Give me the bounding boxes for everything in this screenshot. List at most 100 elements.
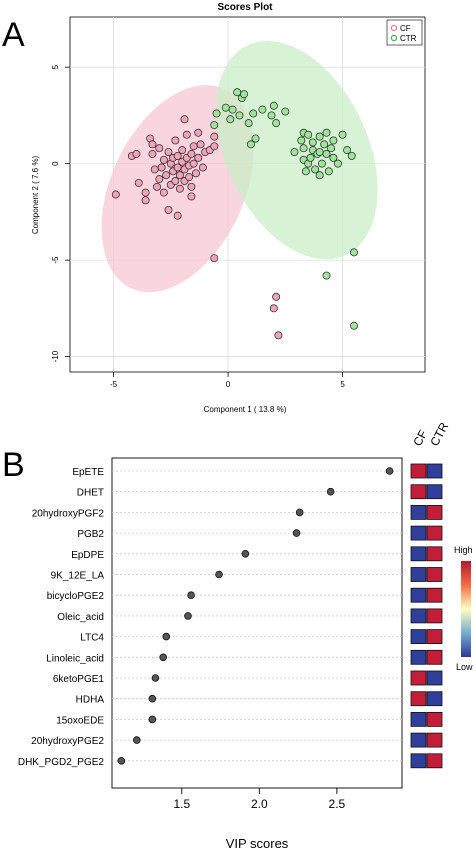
scores-points [111,88,358,340]
heatmap-cell-ctr [426,732,443,748]
legend-label-ctr: CTR [400,34,417,43]
heatmap-cell-ctr [426,504,443,520]
vip-feature-label: Linoleic_acid [46,653,104,664]
score-point-ctr [297,136,306,145]
vip-ticks: 1.5 2.0 2.5 [173,788,346,811]
scores-legend: CF CTR [386,19,423,46]
legend-marker-cf [390,24,398,32]
score-point-cf [153,182,161,191]
heatmap-cell-cf [410,546,427,562]
heatmap-cell-cf [410,463,427,479]
score-point-cf [148,150,157,158]
score-point-cf [196,140,205,149]
heatmap-cell-cf [410,525,427,541]
score-point-ctr [267,111,276,120]
vip-point [148,715,157,724]
score-point-ctr [350,321,358,330]
heatmap-cell-cf [410,587,427,603]
score-point-cf [187,150,196,158]
heatmap-cell-cf [410,484,427,500]
score-point-ctr [226,115,235,124]
heatmap-cell-cf [410,712,427,727]
score-point-cf [141,196,150,205]
score-point-ctr [338,130,347,139]
heatmap-cell-ctr [426,567,443,582]
score-point-cf [194,128,203,137]
vip-feature-label: LTC4 [80,633,104,644]
vip-point [326,487,335,496]
heatmap-cell-ctr [426,753,443,769]
score-point-ctr [221,103,230,112]
heatmap-cell-ctr [426,670,443,686]
panel-label-b: B [2,446,25,484]
vip-point [215,570,223,579]
vip-x-tick-label: 2.0 [251,797,268,811]
y-tick-label: -5 [51,256,60,264]
score-point-cf [173,151,182,160]
score-point-ctr [308,138,317,147]
score-point-ctr [322,271,331,280]
vip-point [162,632,171,641]
score-point-ctr [210,121,219,129]
heatmap-cell-ctr [426,484,443,500]
vip-feature-label: 15oxoEDE [56,715,104,726]
heatmap-cell-ctr [426,649,443,665]
vip-heatmap [410,463,443,769]
score-point-ctr [240,90,249,99]
vip-point [295,508,304,517]
score-point-cf [272,292,281,301]
vip-feature-label: EpDPE [71,550,104,561]
score-point-cf [111,190,120,199]
x-tick-label: -5 [110,380,118,389]
score-point-ctr [249,109,258,118]
score-point-ctr [329,153,338,162]
score-point-cf [162,171,171,180]
heatmap-cell-cf [410,753,427,769]
score-point-cf [210,142,219,151]
score-point-ctr [290,148,299,157]
heatmap-cell-ctr [426,712,443,727]
score-point-cf [194,153,203,162]
heatmap-cell-ctr [426,587,443,603]
score-point-cf [175,184,184,193]
score-point-cf [134,178,143,187]
score-point-ctr [306,153,315,162]
score-point-ctr [322,128,331,137]
score-point-ctr [350,248,358,257]
scores-y-axis-label: Component 2 ( 7.6 %) [31,156,40,235]
score-point-cf [159,188,168,197]
heatmap-cell-cf [410,670,427,686]
vip-point [159,653,167,662]
y-tick-label: -10 [51,350,60,362]
vip-feature-label: 9K_12E_LA [51,571,105,582]
score-point-ctr [322,150,331,158]
score-point-ctr [327,144,336,153]
score-point-ctr [212,109,221,118]
score-point-ctr [320,140,329,149]
vip-feature-label: PGB2 [77,529,104,540]
scores-x-axis-label: Component 1 ( 13.8 %) [204,405,287,414]
scores-plot-title: Scores Plot [217,2,273,13]
vip-feature-label: HDHA [76,695,105,706]
vip-feature-label: DHET [77,488,104,499]
colorbar-gradient [461,561,471,657]
vip-point [385,467,394,475]
score-point-cf [159,155,168,164]
score-point-cf [157,163,166,172]
x-tick-label: 0 [226,380,231,389]
vip-point [151,674,160,682]
vip-feature-label: 20hydroxyPGF2 [32,508,105,519]
score-point-ctr [317,159,326,168]
heatmap-cell-ctr [426,691,443,707]
heatmap-cell-cf [410,732,427,748]
score-point-ctr [228,105,237,114]
score-point-ctr [272,119,281,128]
score-point-cf [180,115,189,124]
score-point-ctr [246,140,255,149]
score-point-cf [187,182,196,191]
colorbar: High Low [454,545,473,672]
score-point-ctr [315,148,324,157]
heatmap-col-label-ctr: CTR [427,420,451,449]
score-point-cf [132,150,141,158]
